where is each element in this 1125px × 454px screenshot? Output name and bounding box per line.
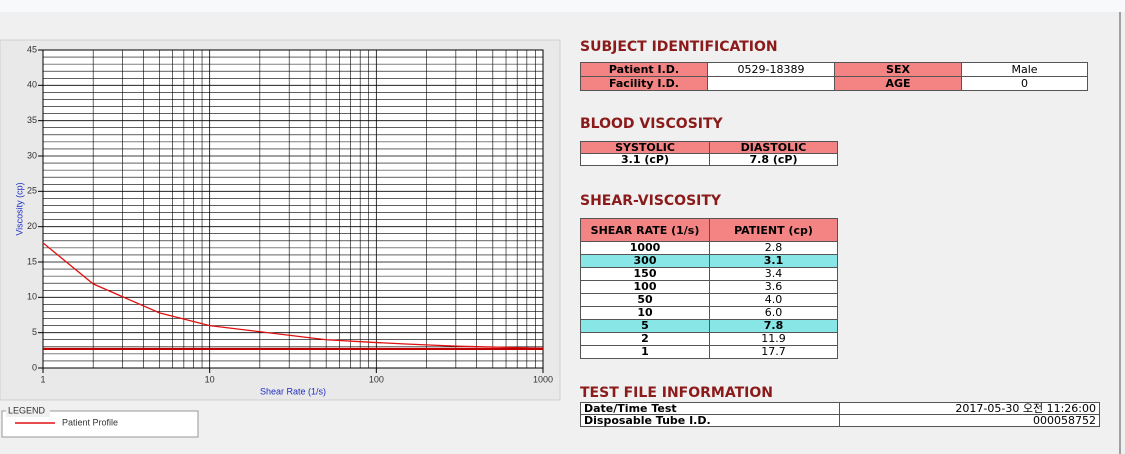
- cell: 50: [580, 293, 710, 307]
- cell: 3.1 (cP): [580, 153, 710, 166]
- section-title: BLOOD VISCOSITY: [580, 116, 723, 132]
- cell: SHEAR RATE (1/s): [580, 218, 710, 242]
- section-title: TEST FILE INFORMATION: [580, 385, 773, 401]
- grid: [42, 49, 544, 369]
- cell: 7.8: [709, 319, 838, 333]
- cell: 150: [580, 267, 710, 281]
- cell: 2: [580, 332, 710, 346]
- x-tick-label: 1000: [533, 374, 553, 384]
- cell: Facility I.D.: [580, 76, 708, 91]
- cell: 3.1: [709, 254, 838, 268]
- y-tick-label: 45: [27, 44, 37, 54]
- cell: DIASTOLIC: [709, 141, 838, 154]
- cell: SYSTOLIC: [580, 141, 710, 154]
- top-bar: [0, 0, 1125, 12]
- cell: 4.0: [709, 293, 838, 307]
- legend-title-bg: [6, 405, 50, 417]
- cell: 2.8: [709, 241, 838, 255]
- cell: 3.4: [709, 267, 838, 281]
- y-axis-label: Viscosity (cp): [14, 182, 24, 235]
- cell: SEX: [834, 62, 962, 77]
- cell: 17.7: [709, 345, 838, 359]
- cell: 11.9: [709, 332, 838, 346]
- cell: 3.6: [709, 280, 838, 294]
- cell: Date/Time Test: [580, 402, 840, 415]
- y-tick-label: 25: [27, 186, 37, 196]
- cell: 10: [580, 306, 710, 320]
- test-file-table: Date/Time Test 2017-05-30 오전 11:26:00 Dis…: [580, 402, 1100, 427]
- data-line: [42, 242, 544, 349]
- legend-title: LEGEND: [8, 405, 46, 415]
- y-tick-label: 5: [32, 327, 37, 337]
- blood-table: SYSTOLIC DIASTOLIC 3.1 (cP) 7.8 (cP): [580, 141, 838, 166]
- cell: Patient I.D.: [580, 62, 708, 77]
- cell: 100: [580, 280, 710, 294]
- cell: 1000: [580, 241, 710, 255]
- y-tick-label: 30: [27, 150, 37, 160]
- x-tick-label: 100: [369, 374, 384, 384]
- legend-label: Patient Profile: [62, 417, 118, 427]
- x-tick-label: 1: [40, 374, 45, 384]
- shear-table: SHEAR RATE (1/s) PATIENT (cp) 1000 2.8 300 3…: [580, 218, 838, 359]
- cell: 1: [580, 345, 710, 359]
- plot-area: [42, 49, 544, 369]
- cell: PATIENT (cp): [709, 218, 838, 242]
- cell: AGE: [834, 76, 962, 91]
- y-tick-label: 20: [27, 221, 37, 231]
- cell: 6.0: [709, 306, 838, 320]
- section-title: SUBJECT IDENTIFICATION: [580, 39, 778, 55]
- chart: Shear Rate (1/s) Viscosity (cp) LEGEND P…: [0, 39, 561, 438]
- cell: 300: [580, 254, 710, 268]
- cell: [707, 76, 835, 91]
- cell: 7.8 (cP): [709, 153, 838, 166]
- cell: 0: [961, 76, 1088, 91]
- cell: 2017-05-30 오전 11:26:00: [839, 402, 1100, 415]
- cell: Male: [961, 62, 1088, 77]
- cell: 0529-18389: [707, 62, 835, 77]
- cell: 000058752: [839, 414, 1100, 427]
- y-tick-label: 0: [32, 362, 37, 372]
- y-tick-label: 40: [27, 80, 37, 90]
- cell: Disposable Tube I.D.: [580, 414, 840, 427]
- y-tick-label: 35: [27, 115, 37, 125]
- y-tick-label: 15: [27, 256, 37, 266]
- subject-table: Patient I.D. 0529-18389 SEX Male Facility I…: [580, 62, 1088, 91]
- cell: 5: [580, 319, 710, 333]
- section-title: SHEAR-VISCOSITY: [580, 193, 722, 209]
- x-tick-label: 10: [205, 374, 215, 384]
- x-axis-label: Shear Rate (1/s): [260, 386, 326, 396]
- scrollbar-edge: [1119, 12, 1121, 454]
- y-tick-label: 10: [27, 292, 37, 302]
